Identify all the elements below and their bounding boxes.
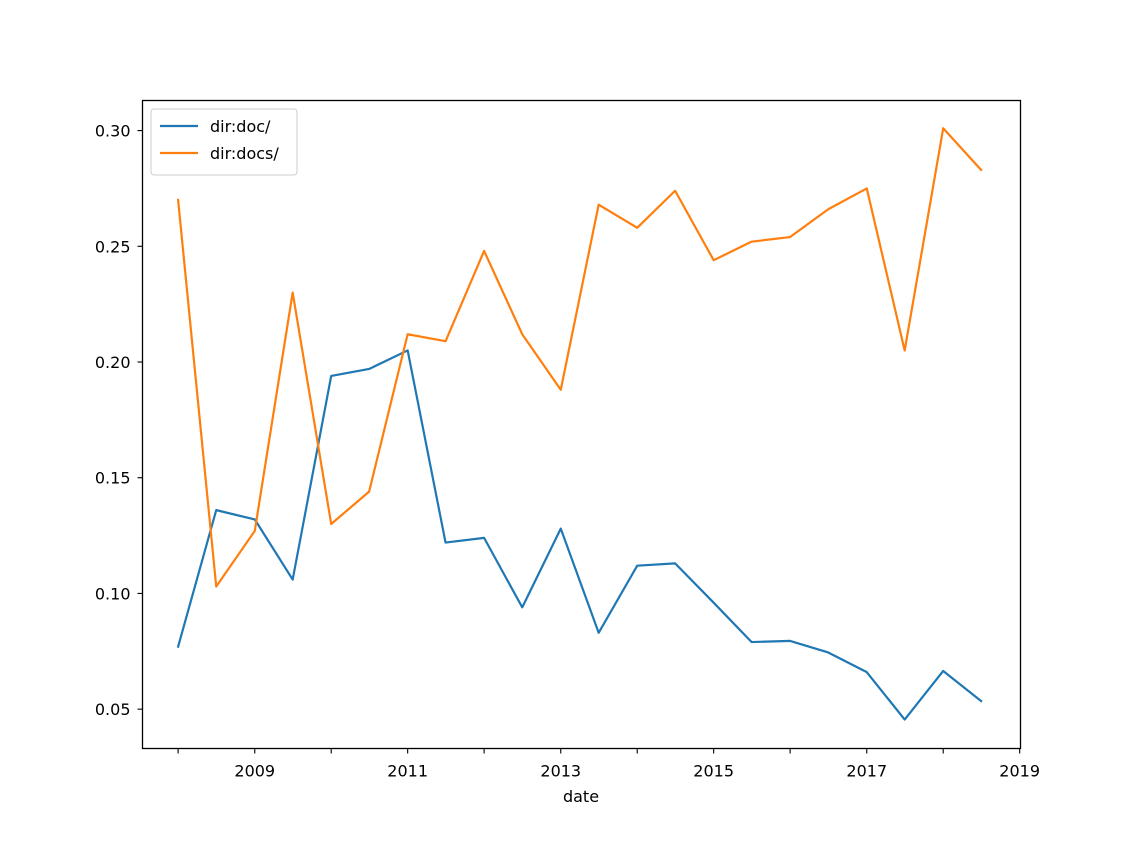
y-tick-label-2: 0.15	[95, 469, 131, 488]
x-axis-label: date	[563, 787, 599, 806]
x-tick-label-1: 2009	[234, 762, 275, 781]
series-line-0	[176, 349, 983, 721]
x-tick-label-3: 2011	[387, 762, 428, 781]
series-layer	[176, 127, 983, 721]
x-tick-label-11: 2019	[999, 762, 1040, 781]
legend-label-0: dir:doc/	[210, 117, 271, 136]
x-tick-label-9: 2017	[846, 762, 887, 781]
y-tick-label-3: 0.20	[95, 353, 131, 372]
y-tick-label-5: 0.30	[95, 122, 131, 141]
x-tick-label-5: 2013	[540, 762, 581, 781]
legend-label-1: dir:docs/	[210, 144, 279, 163]
x-axis-ticks: 2009 2011 2013 2015 2017 2019	[177, 748, 1040, 781]
plot-frame	[141, 99, 1022, 750]
x-tick-label-7: 2015	[693, 762, 734, 781]
y-tick-label-1: 0.10	[95, 584, 131, 603]
y-tick-label-0: 0.05	[95, 700, 131, 719]
series-line-1	[176, 127, 983, 588]
y-axis-ticks: 0.05 0.10 0.15 0.20 0.25 0.30	[95, 122, 143, 719]
y-tick-label-4: 0.25	[95, 237, 131, 256]
legend: dir:doc/dir:docs/	[150, 108, 298, 176]
